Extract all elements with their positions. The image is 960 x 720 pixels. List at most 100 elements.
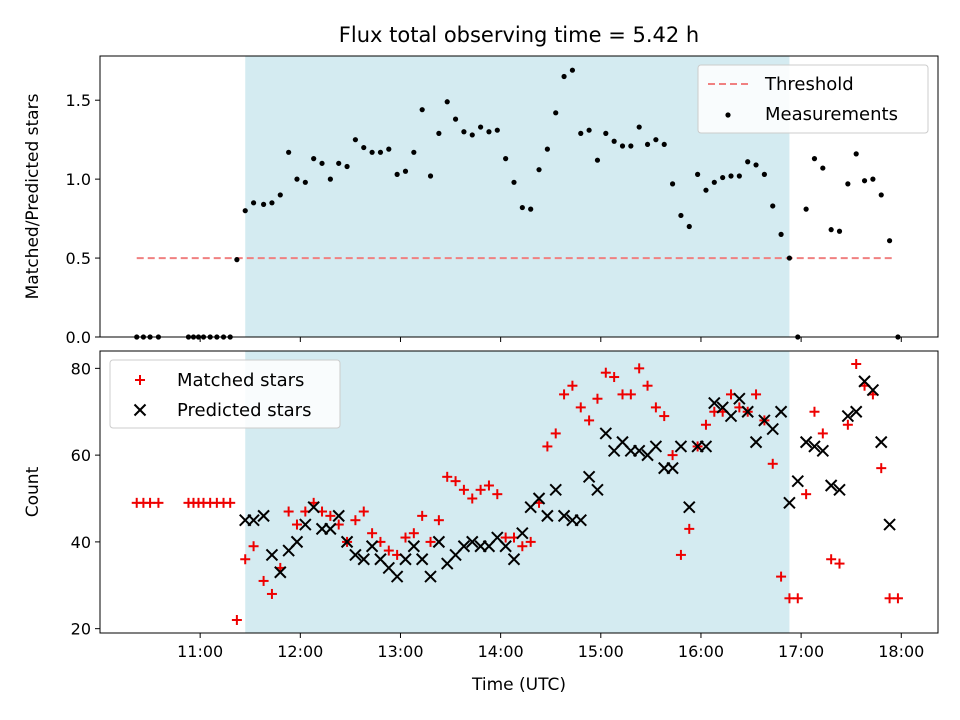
top-panel-frame — [99, 55, 939, 338]
measurement-point — [519, 204, 525, 211]
measurement-point — [528, 206, 534, 212]
measurement-point — [386, 146, 392, 152]
legend-threshold-label: Threshold — [764, 74, 854, 95]
measurement-point — [736, 173, 742, 179]
y-tick-label: 40 — [71, 533, 91, 552]
matched-star-point — [383, 545, 394, 556]
y-tick-label: 1.0 — [66, 170, 91, 189]
matched-star-point — [792, 593, 803, 604]
matched-star-point — [776, 571, 787, 582]
legend-matched-marker — [135, 375, 145, 385]
predicted-star-point — [557, 509, 571, 523]
measurement-point — [836, 228, 843, 234]
matched-star-point — [600, 367, 611, 378]
measurement-point — [478, 124, 484, 130]
measurement-point — [419, 107, 425, 113]
measurement-point — [870, 176, 876, 182]
measurement-point — [352, 137, 359, 143]
predicted-star-point — [424, 570, 437, 583]
top-legend-box — [697, 64, 929, 134]
measurement-point — [242, 208, 248, 214]
matched-star-point — [408, 528, 419, 539]
measurement-point — [250, 200, 257, 206]
predicted-star-point — [349, 548, 362, 562]
matched-star-point — [892, 593, 903, 604]
predicted-star-point — [883, 518, 896, 531]
matched-star-point — [442, 471, 453, 482]
matched-star-point — [231, 614, 242, 625]
measurement-point — [786, 255, 793, 261]
measurement-point — [878, 192, 884, 198]
matched-star-point — [751, 389, 762, 400]
legend-measurements-label: Measurements — [765, 104, 898, 125]
top-panel: 0.0 0.5 1.0 1.5 Matched/Predicted stars Thr… — [23, 55, 939, 347]
matched-star-point — [358, 506, 369, 517]
measurement-point — [302, 179, 308, 185]
predicted-star-point — [741, 405, 754, 418]
predicted-star-point — [457, 540, 471, 553]
matched-star-point — [417, 510, 428, 521]
predicted-star-point — [841, 409, 855, 423]
predicted-star-point — [875, 435, 888, 449]
measurement-point — [361, 144, 367, 151]
measurement-point — [544, 146, 550, 152]
predicted-star-point — [516, 527, 529, 540]
predicted-star-point — [599, 427, 613, 440]
predicted-star-point — [683, 500, 696, 514]
y-tick-label: 20 — [71, 620, 91, 639]
predicted-star-point — [766, 422, 779, 436]
measurement-point — [761, 171, 767, 177]
measurement-point — [661, 141, 667, 148]
matched-star-point — [884, 593, 895, 604]
matched-star-point — [826, 554, 837, 565]
predicted-star-point — [257, 509, 270, 523]
measurement-point — [452, 116, 459, 122]
matched-star-point — [801, 489, 812, 500]
legend-plus-glyph — [135, 375, 145, 385]
matched-star-point — [467, 493, 478, 504]
legend-predicted-marker — [133, 403, 147, 417]
predicted-star-point — [532, 492, 546, 505]
measurement-point — [294, 176, 300, 182]
matched-star-point — [248, 541, 259, 552]
matched-star-point — [834, 558, 845, 569]
matched-star-point — [367, 528, 378, 539]
measurement-point — [427, 173, 434, 179]
matched-star-point — [240, 554, 251, 565]
measurement-point — [336, 160, 342, 166]
top-y-axis-label: Matched/Predicted stars — [23, 93, 43, 299]
measurement-point — [511, 179, 517, 185]
measurement-point — [686, 223, 692, 230]
predicted-star-point — [666, 461, 679, 475]
predicted-star-point — [833, 483, 846, 497]
matched-star-point — [458, 484, 469, 495]
matched-star-point — [667, 450, 678, 461]
x-tick-label: 17:00 — [778, 642, 824, 661]
matched-star-point — [584, 415, 595, 426]
predicted-star-point — [824, 479, 838, 492]
y-tick-label: 60 — [71, 446, 91, 465]
legend-matched-label: Matched stars — [177, 370, 304, 391]
predicted-star-point — [774, 405, 788, 418]
matched-star-point — [145, 497, 156, 508]
predicted-star-point — [365, 540, 379, 553]
measurement-point — [411, 149, 417, 155]
matched-star-point — [350, 515, 361, 526]
measurement-point — [770, 203, 776, 209]
measurement-point — [611, 138, 617, 144]
measurement-point — [402, 168, 409, 174]
measurement-point — [845, 181, 851, 187]
matched-star-point — [617, 389, 628, 400]
predicted-star-point — [799, 435, 813, 449]
matched-star-point — [809, 406, 820, 417]
measurement-point — [628, 143, 634, 149]
measurement-point — [853, 151, 859, 157]
measurement-point — [578, 130, 584, 136]
matched-star-point — [684, 523, 695, 534]
predicted-star-point — [733, 392, 746, 405]
predicted-star-point — [541, 509, 554, 523]
predicted-star-point — [749, 435, 763, 449]
predicted-star-point — [866, 383, 880, 397]
measurement-point — [753, 162, 759, 168]
